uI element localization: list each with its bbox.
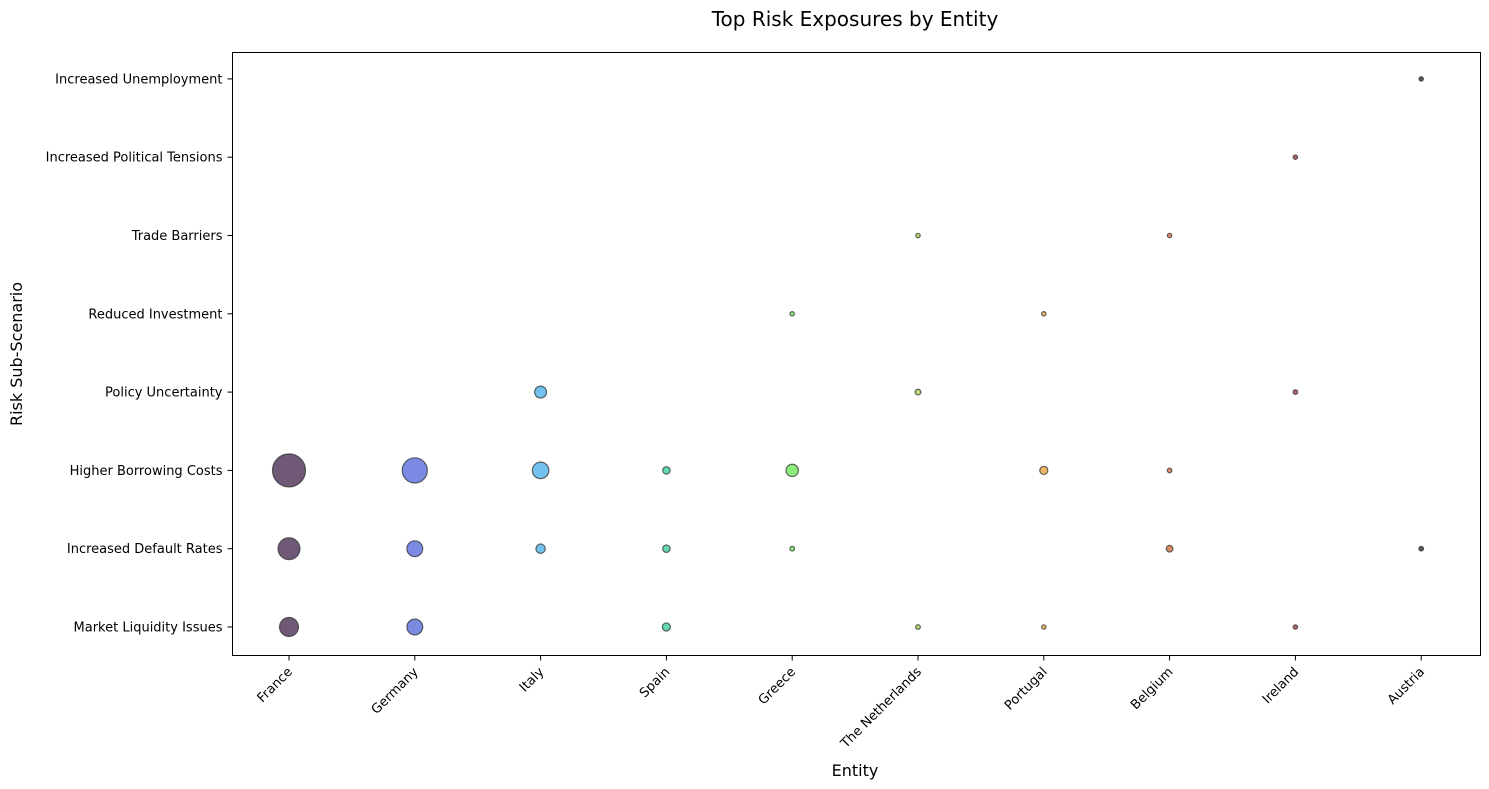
bubble-point bbox=[531, 461, 550, 480]
bubble-point bbox=[535, 543, 546, 554]
y-tick-label: Increased Unemployment bbox=[55, 72, 222, 87]
bubble-point bbox=[1166, 467, 1173, 474]
y-axis-label: Risk Sub-Scenario bbox=[7, 282, 26, 426]
bubble-point bbox=[1418, 76, 1425, 82]
bubble-point bbox=[662, 466, 671, 475]
bubble-point bbox=[401, 457, 428, 484]
bubble-point bbox=[1418, 545, 1425, 552]
x-tick-label: Belgium bbox=[1128, 665, 1176, 713]
bubble-point bbox=[1292, 624, 1299, 630]
x-axis-label: Entity bbox=[832, 761, 879, 780]
y-tick-label: Higher Borrowing Costs bbox=[70, 464, 223, 479]
x-tick-label: Germany bbox=[369, 665, 422, 718]
bubble-point bbox=[1166, 232, 1173, 239]
bubble-point bbox=[662, 544, 671, 553]
bubble-point bbox=[915, 624, 921, 630]
x-tick-label: Italy bbox=[517, 665, 548, 696]
bubble-point bbox=[1165, 544, 1174, 553]
y-tick-label: Reduced Investment bbox=[88, 307, 222, 322]
y-tick-label: Increased Political Tensions bbox=[46, 151, 223, 166]
x-axis-ticks: France Germany Italy Spain Greece The Netherl… bbox=[255, 655, 1428, 753]
x-tick-label: Spain bbox=[637, 665, 673, 701]
bubble-point bbox=[406, 540, 424, 558]
bubble-point bbox=[1292, 389, 1299, 396]
bubble-point bbox=[789, 545, 796, 552]
bubble-point bbox=[1039, 465, 1049, 476]
plot-area bbox=[232, 52, 1481, 656]
y-tick-label: Market Liquidity Issues bbox=[74, 621, 223, 636]
bubble-point bbox=[1041, 310, 1047, 317]
x-tick-label: Portugal bbox=[1002, 665, 1051, 714]
y-tick-label: Policy Uncertainty bbox=[105, 386, 223, 401]
bubble-point bbox=[785, 463, 799, 478]
x-tick-label: Greece bbox=[756, 665, 799, 708]
x-tick-label: Ireland bbox=[1260, 665, 1302, 707]
bubble-point bbox=[277, 537, 301, 561]
bubble-point bbox=[271, 453, 307, 488]
bubble-series bbox=[271, 76, 1425, 638]
bubble-point bbox=[1292, 154, 1299, 161]
y-tick-label: Trade Barriers bbox=[131, 229, 223, 244]
bubble-point bbox=[661, 622, 672, 632]
bubble-point bbox=[278, 616, 300, 638]
bubble-point bbox=[789, 310, 796, 317]
x-tick-label: Austria bbox=[1385, 665, 1428, 708]
y-axis-ticks: Market Liquidity Issues Increased Default… bbox=[46, 72, 233, 636]
chart-title: Top Risk Exposures by Entity bbox=[711, 7, 999, 31]
bubble-point bbox=[1041, 624, 1047, 630]
x-tick-label: France bbox=[255, 665, 296, 706]
bubble-point bbox=[914, 388, 922, 396]
bubble-point bbox=[915, 232, 921, 239]
bubble-point bbox=[406, 618, 424, 636]
bubble-point bbox=[534, 385, 548, 399]
x-tick-label: The Netherlands bbox=[837, 665, 925, 753]
y-tick-label: Increased Default Rates bbox=[67, 542, 223, 557]
